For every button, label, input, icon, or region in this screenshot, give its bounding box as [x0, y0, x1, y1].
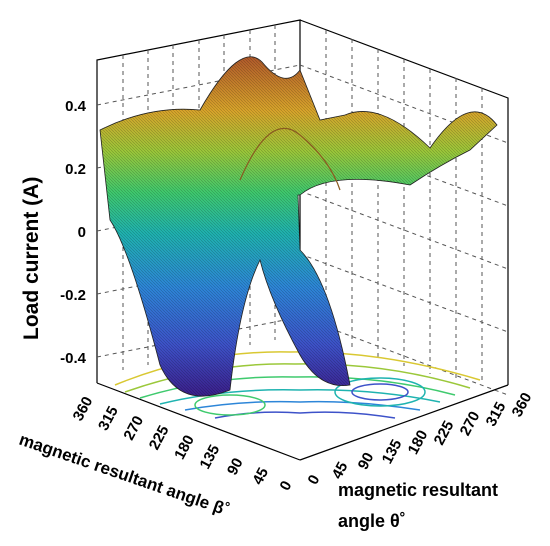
beta-tick-label: 270: [120, 413, 147, 443]
surface: [99, 56, 498, 397]
theta-tick-label: 360: [509, 390, 536, 420]
theta-tick-label: 270: [457, 409, 484, 439]
theta-tick-label: 90: [355, 450, 378, 473]
beta-tick-label: 225: [146, 423, 173, 453]
theta-tick-label: 225: [431, 418, 458, 448]
beta-tick-label: 180: [171, 432, 198, 462]
z-axis-ticks: 0.4 0.2 0 -0.2 -0.4: [60, 98, 87, 367]
z-tick-label: -0.4: [60, 350, 87, 367]
theta-axis-title-line1: magnetic resultant: [338, 480, 498, 500]
beta-tick-label: 90: [224, 455, 247, 478]
beta-tick-label: 360: [70, 394, 97, 424]
theta-tick-label: 135: [379, 437, 406, 467]
theta-axis-title-line2: angle θ˚: [338, 511, 406, 531]
beta-tick-label: 135: [197, 442, 224, 472]
beta-axis-title: magnetic resultant angle β˚: [17, 430, 232, 520]
z-tick-label: -0.2: [60, 287, 86, 304]
beta-tick-label: 315: [95, 403, 122, 433]
z-axis-title: Load current (A): [20, 177, 43, 340]
theta-tick-label: 0: [305, 472, 324, 487]
z-tick-label: 0: [78, 224, 86, 241]
z-tick-label: 0.2: [65, 161, 86, 178]
theta-tick-label: 45: [329, 459, 352, 482]
beta-tick-label: 0: [277, 478, 296, 493]
beta-tick-label: 45: [249, 465, 272, 488]
theta-tick-label: 180: [405, 427, 432, 457]
theta-tick-label: 315: [483, 399, 510, 429]
z-tick-label: 0.4: [65, 98, 87, 115]
